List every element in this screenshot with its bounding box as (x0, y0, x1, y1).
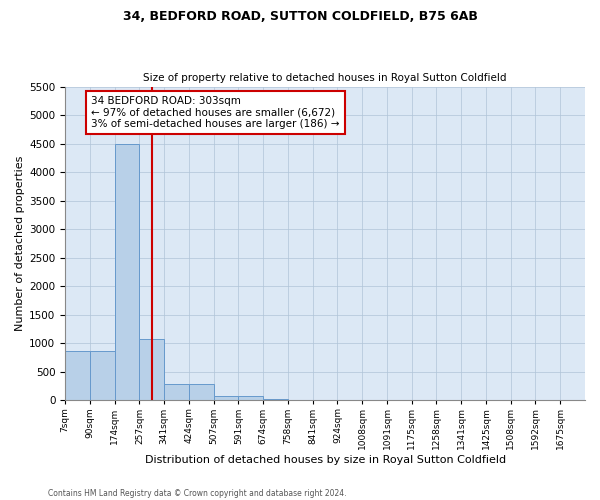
Bar (164, 384, 189, 400)
X-axis label: Distribution of detached houses by size in Royal Sutton Coldfield: Distribution of detached houses by size … (145, 455, 506, 465)
Bar (189, 384, 214, 400)
Bar (90, 350, 115, 401)
Y-axis label: Number of detached properties: Number of detached properties (15, 156, 25, 331)
Text: Contains HM Land Registry data © Crown copyright and database right 2024.: Contains HM Land Registry data © Crown c… (48, 488, 347, 498)
Title: Size of property relative to detached houses in Royal Sutton Coldfield: Size of property relative to detached ho… (143, 73, 507, 83)
Bar (263, 398, 288, 400)
Bar (65, 350, 90, 401)
Bar (214, 396, 238, 400)
Bar (139, 339, 164, 400)
Text: 34 BEDFORD ROAD: 303sqm
← 97% of detached houses are smaller (6,672)
3% of semi-: 34 BEDFORD ROAD: 303sqm ← 97% of detache… (91, 96, 340, 129)
Bar (238, 396, 263, 400)
Text: 34, BEDFORD ROAD, SUTTON COLDFIELD, B75 6AB: 34, BEDFORD ROAD, SUTTON COLDFIELD, B75 … (122, 10, 478, 23)
Bar (115, 144, 139, 400)
